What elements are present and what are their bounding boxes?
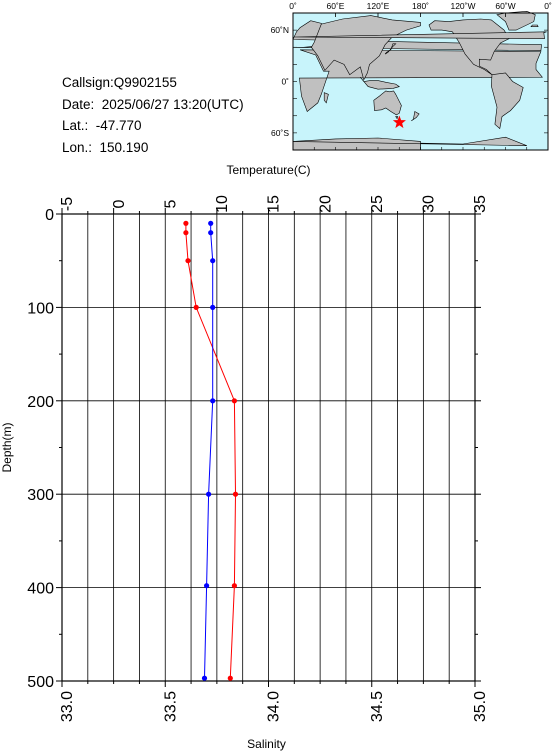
- location-map: 0˚ 60˚E 120˚E 180˚ 120˚W 60˚W 0˚ 60˚N 0˚ 60˚S: [0, 0, 553, 160]
- map-lon-label: 0˚: [544, 1, 552, 11]
- depth-tick-label: 100: [27, 300, 54, 317]
- salinity-data-point: [201, 675, 208, 681]
- depth-tick-label: 0: [45, 207, 54, 224]
- map-lon-label: 60˚W: [495, 1, 515, 11]
- temperature-tick-label: 15: [266, 195, 283, 213]
- map-land-13: [323, 92, 329, 104]
- map-lon-label: 120˚E: [367, 1, 390, 11]
- map-lat-label: 60˚N: [271, 25, 289, 35]
- map-land-4: [360, 77, 400, 90]
- salinity-data-point: [210, 398, 216, 404]
- map-land-10: [490, 72, 524, 130]
- longitude-text: Lon.: 150.190: [62, 139, 149, 155]
- temperature-data-point: [193, 304, 199, 310]
- map-land-9: [496, 10, 536, 31]
- map-land-3: [384, 43, 397, 55]
- map-land-15: [530, 24, 539, 28]
- map-lat-label: 0˚: [281, 77, 289, 87]
- salinity-data-point: [210, 304, 216, 310]
- temperature-tick-label: 25: [369, 195, 386, 213]
- temperature-tick-label: 30: [421, 195, 438, 213]
- latitude-text: Lat.: -47.770: [62, 118, 142, 133]
- depth-tick-label: 300: [27, 487, 54, 504]
- callsign-text: Callsign:Q9902155: [62, 75, 177, 90]
- temperature-tick-label: 20: [317, 195, 334, 213]
- map-lon-label: 120˚W: [450, 1, 475, 11]
- salinity-tick-label: 33.5: [162, 691, 179, 722]
- x-axis-label-top: Temperature(C): [226, 163, 310, 177]
- temperature-data-point: [231, 583, 237, 589]
- salinity-tick-label: 33.0: [59, 691, 76, 722]
- depth-tick-label: 400: [27, 581, 54, 598]
- salinity-tick-label: 35.0: [472, 691, 489, 722]
- location-star-marker: [392, 115, 406, 129]
- temperature-series-line: [185, 223, 237, 679]
- map-land-6: [395, 116, 399, 120]
- salinity-tick-label: 34.0: [266, 691, 283, 722]
- depth-tick-label: 500: [27, 674, 54, 691]
- temperature-tick-label: -5: [59, 197, 76, 211]
- salinity-series-line: [204, 223, 214, 679]
- map-land-7: [411, 111, 420, 122]
- depth-tick-label: 200: [27, 394, 54, 411]
- map-land-5: [373, 90, 402, 116]
- map-lon-label: 60˚E: [327, 1, 345, 11]
- map-land-14: [294, 31, 547, 40]
- salinity-data-point: [206, 491, 212, 497]
- temperature-tick-label: 35: [472, 195, 489, 213]
- float-info-panel: Callsign:Q9902155 Date: 2025/06/27 13:20…: [62, 72, 244, 158]
- temperature-data-point: [183, 220, 189, 226]
- map-lon-label: 0˚: [289, 1, 297, 11]
- world-map: 0˚ 60˚E 120˚E 180˚ 120˚W 60˚W 0˚ 60˚N 0˚ 60˚S: [271, 1, 552, 151]
- temperature-tick-label: 10: [214, 195, 231, 213]
- temperature-tick-label: 0: [111, 199, 128, 208]
- temperature-data-point: [227, 675, 233, 681]
- map-land-2: [311, 15, 421, 81]
- map-lat-label: 60˚S: [271, 128, 289, 138]
- temperature-data-point: [231, 398, 237, 404]
- date-text: Date: 2025/06/27 13:20(UTC): [62, 96, 244, 112]
- salinity-data-point: [208, 230, 214, 236]
- x-axis-label-bottom: Salinity: [247, 737, 286, 751]
- salinity-tick-label: 34.5: [369, 691, 386, 722]
- salinity-data-point: [210, 258, 216, 264]
- temperature-data-point: [185, 258, 191, 264]
- temperature-data-point: [183, 230, 189, 236]
- y-axis-label: Depth(m): [0, 422, 14, 472]
- map-lon-label: 180˚: [412, 1, 429, 11]
- salinity-data-point: [204, 583, 210, 589]
- temperature-data-point: [232, 491, 239, 497]
- temperature-tick-label: 5: [162, 199, 179, 208]
- salinity-data-point: [208, 220, 214, 226]
